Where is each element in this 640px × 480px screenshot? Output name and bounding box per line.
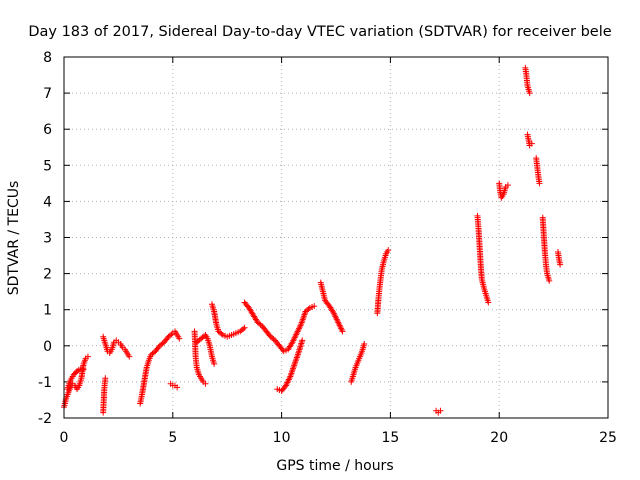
- data-points: [61, 64, 564, 416]
- data-point: [200, 333, 207, 340]
- data-point: [80, 366, 87, 373]
- data-point: [218, 330, 225, 337]
- data-point: [164, 335, 171, 342]
- data-point: [311, 303, 318, 310]
- x-tick-label: 20: [490, 430, 508, 446]
- data-point: [150, 349, 157, 356]
- data-point: [270, 336, 277, 343]
- data-point: [536, 180, 543, 187]
- y-tick-label: 2: [43, 267, 52, 283]
- data-point: [155, 344, 162, 351]
- y-tick-label: -1: [38, 375, 52, 391]
- y-tick-label: 7: [43, 86, 52, 102]
- x-axis-label: GPS time / hours: [276, 458, 393, 474]
- data-point: [102, 375, 109, 382]
- data-point: [126, 353, 133, 360]
- y-tick-label: -2: [38, 411, 52, 427]
- y-tick-label: 1: [43, 303, 52, 319]
- data-point: [211, 360, 218, 367]
- x-tick-label: 5: [168, 430, 177, 446]
- y-tick-label: 4: [43, 194, 52, 210]
- data-point: [526, 90, 533, 97]
- y-tick-label: 0: [43, 339, 52, 355]
- data-point: [174, 384, 181, 391]
- x-tick-label: 25: [599, 430, 617, 446]
- data-point: [241, 324, 248, 331]
- tick-labels: 0 5 10 15 20 25 -2 -1 0 1 2 3 4 5 6 7 8: [38, 50, 617, 446]
- data-point: [159, 340, 166, 347]
- data-point: [299, 337, 306, 344]
- data-point: [305, 306, 312, 313]
- data-point: [202, 380, 209, 387]
- data-point: [84, 353, 91, 360]
- x-tick-label: 0: [60, 430, 69, 446]
- data-point: [437, 407, 444, 414]
- data-point: [528, 140, 535, 147]
- data-point: [266, 332, 273, 339]
- plot-frame: [63, 56, 609, 419]
- data-point: [339, 328, 346, 335]
- data-point: [504, 182, 511, 189]
- y-axis-label: SDTVAR / TECUs: [6, 181, 22, 296]
- x-tick-label: 10: [273, 430, 291, 446]
- data-point: [485, 299, 492, 306]
- y-tick-label: 8: [43, 50, 52, 66]
- y-tick-label: 6: [43, 122, 52, 138]
- gridlines: [64, 57, 608, 418]
- data-point: [557, 261, 564, 268]
- data-point: [168, 331, 175, 338]
- y-tick-label: 3: [43, 231, 52, 247]
- data-point: [240, 325, 247, 332]
- data-point: [176, 335, 183, 342]
- data-point: [257, 321, 264, 328]
- data-point: [385, 247, 392, 254]
- y-tick-label: 5: [43, 158, 52, 174]
- data-point: [546, 277, 553, 284]
- data-point: [361, 340, 368, 347]
- x-tick-label: 15: [381, 430, 399, 446]
- chart-title: Day 183 of 2017, Sidereal Day-to-day VTE…: [28, 24, 611, 40]
